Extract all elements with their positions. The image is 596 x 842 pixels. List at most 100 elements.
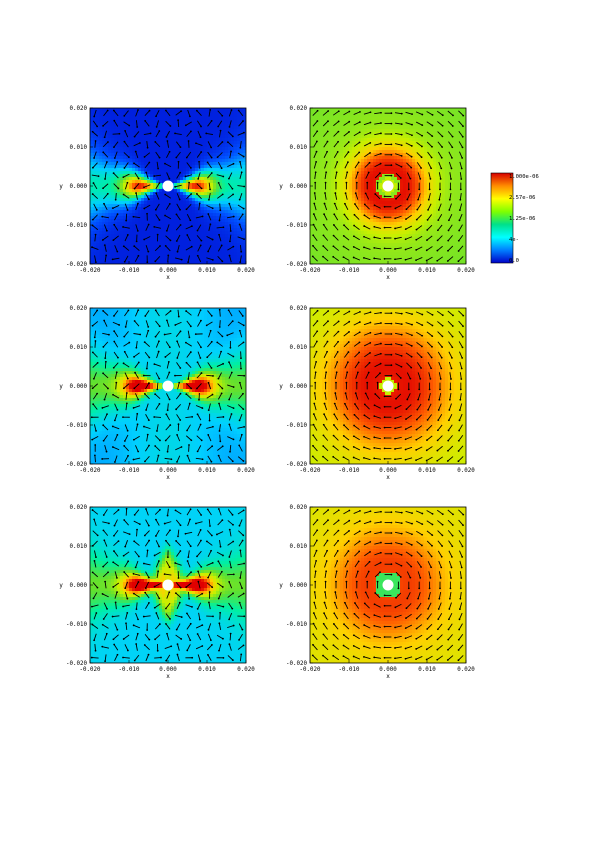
- arrow-head: [158, 130, 161, 132]
- vector-arrow: [416, 235, 423, 241]
- vector-arrow: [175, 519, 181, 526]
- vector-arrow: [363, 225, 371, 230]
- arrow-head: [439, 388, 441, 391]
- arrow-head: [426, 429, 429, 431]
- arrow-head: [312, 423, 315, 426]
- arrow-head: [188, 336, 191, 339]
- vector-arrow: [447, 120, 454, 127]
- arrow-head: [127, 454, 129, 457]
- vector-arrow: [94, 330, 97, 338]
- arrow-head: [337, 529, 340, 532]
- vector-arrow: [112, 561, 120, 567]
- vector-arrow: [405, 656, 413, 660]
- vector-arrow: [92, 162, 98, 169]
- arrow-head: [322, 622, 325, 625]
- y-tick-label: -0.020: [286, 462, 307, 468]
- vector-arrow: [417, 393, 421, 400]
- vector-arrow: [458, 130, 464, 138]
- arrow-head: [431, 135, 434, 138]
- vector-arrow: [197, 130, 201, 138]
- arrow-head: [142, 562, 145, 565]
- vector-arrow: [436, 655, 444, 661]
- arrow-head: [189, 115, 191, 118]
- arrow-head: [426, 439, 428, 442]
- arrow-head: [241, 315, 244, 317]
- arrow-head: [200, 372, 203, 374]
- arrow-head: [369, 551, 371, 553]
- vector-arrow: [416, 414, 422, 420]
- arrow-head: [111, 207, 114, 210]
- vector-arrow: [437, 121, 443, 127]
- vector-arrow: [374, 646, 382, 649]
- vector-arrow: [113, 120, 119, 127]
- arrow-head: [379, 162, 382, 165]
- vector-arrow: [437, 550, 443, 557]
- vector-arrow: [103, 161, 108, 169]
- arrow-head: [146, 146, 149, 149]
- vector-arrow: [103, 633, 108, 641]
- vector-arrow: [238, 110, 244, 117]
- arrow-head: [174, 509, 177, 512]
- colorbar-label: 2.57e-06: [509, 195, 536, 201]
- arrow-head: [210, 639, 212, 642]
- y-tick-label: 0.000: [70, 184, 88, 190]
- arrow-head: [137, 398, 140, 401]
- arrow-head: [400, 333, 403, 336]
- arrow-head: [342, 434, 345, 437]
- vector-arrow: [448, 161, 452, 169]
- arrow-head: [411, 113, 413, 116]
- arrow-head: [118, 324, 121, 326]
- vector-arrow: [416, 225, 423, 230]
- arrow-head: [343, 213, 346, 216]
- arrow-head: [106, 413, 108, 416]
- vector-arrow: [187, 519, 191, 526]
- vector-arrow: [144, 341, 151, 348]
- vector-arrow: [196, 383, 202, 389]
- vector-arrow: [93, 519, 97, 526]
- arrow-head: [334, 392, 337, 394]
- vector-arrow: [238, 633, 243, 641]
- vector-arrow: [426, 321, 433, 326]
- vector-arrow: [165, 435, 171, 441]
- arrow-head: [117, 187, 120, 190]
- arrow-head: [144, 120, 147, 122]
- vector-arrow: [394, 236, 402, 240]
- arrow-head: [199, 423, 202, 426]
- y-axis-label: y: [279, 582, 283, 589]
- vector-arrow: [415, 457, 423, 461]
- vector-arrow: [123, 110, 129, 117]
- arrow-head: [242, 120, 244, 122]
- vector-arrow: [196, 110, 202, 116]
- arrow-head: [212, 615, 214, 618]
- arrow-head: [137, 177, 140, 180]
- vector-arrow: [218, 623, 222, 631]
- y-tick-label: 0.010: [290, 345, 308, 351]
- vector-arrow: [374, 204, 381, 209]
- vector-arrow: [343, 613, 349, 620]
- vector-arrow: [458, 644, 464, 651]
- vector-arrow: [93, 372, 97, 379]
- arrow-head: [323, 413, 325, 416]
- vector-arrow: [219, 203, 221, 211]
- vector-arrow: [91, 436, 99, 440]
- arrow-head: [148, 382, 150, 384]
- arrow-head: [397, 388, 400, 391]
- arrow-head: [395, 596, 397, 599]
- vector-arrow: [146, 434, 149, 442]
- arrow-head: [409, 576, 412, 579]
- vector-arrow: [228, 644, 232, 651]
- vector-arrow: [123, 121, 130, 126]
- vector-arrow: [395, 163, 402, 168]
- arrow-head: [376, 580, 379, 583]
- arrow-head: [208, 601, 210, 604]
- arrow-head: [232, 438, 235, 441]
- arrow-head: [116, 408, 119, 411]
- arrow-head: [311, 455, 314, 458]
- vector-arrow: [113, 351, 119, 358]
- vector-arrow: [322, 245, 329, 252]
- arrow-head: [133, 659, 136, 662]
- arrow-head: [95, 612, 98, 614]
- arrow-head: [136, 126, 139, 128]
- vector-arrow: [354, 203, 360, 210]
- arrow-head: [199, 309, 202, 311]
